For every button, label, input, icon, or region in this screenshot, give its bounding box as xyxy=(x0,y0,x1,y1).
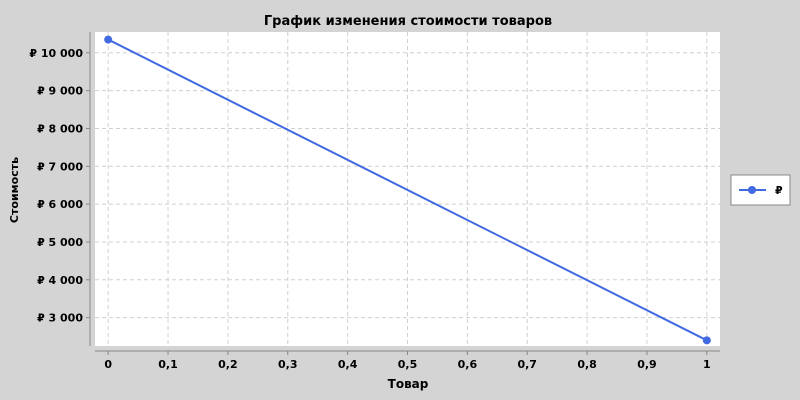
legend-swatch-marker xyxy=(748,186,756,194)
chart-title: График изменения стоимости товаров xyxy=(264,14,552,29)
grid xyxy=(95,32,720,346)
y-tick-label-5: ₽ 8 000 xyxy=(37,122,83,135)
tick-labels: 0 0,1 0,2 0,3 0,4 0,5 0,6 0,7 0,8 0,9 1 ₽ 3 000 ₽ 4 … xyxy=(29,47,710,371)
x-tick-label-3: 0,3 xyxy=(278,358,298,371)
series-line-0 xyxy=(107,38,708,342)
x-tick-label-5: 0,5 xyxy=(398,358,418,371)
y-tick-label-0: ₽ 3 000 xyxy=(37,312,83,325)
x-tick-label-2: 0,2 xyxy=(218,358,238,371)
y-tick-label-1: ₽ 4 000 xyxy=(37,274,83,287)
axes xyxy=(86,32,720,355)
y-tick-label-2: ₽ 5 000 xyxy=(37,236,83,249)
x-axis-label: Товар xyxy=(388,377,429,391)
data-point-0-0 xyxy=(104,35,113,44)
data-point-0-1 xyxy=(702,336,711,345)
x-tick-label-10: 1 xyxy=(703,358,711,371)
x-tick-label-6: 0,6 xyxy=(458,358,478,371)
x-tick-label-7: 0,7 xyxy=(517,358,537,371)
x-tick-label-9: 0,9 xyxy=(637,358,657,371)
y-axis-label: Стоимость xyxy=(8,157,21,223)
y-tick-label-7: ₽ 10 000 xyxy=(29,47,83,60)
legend: ₽ xyxy=(730,174,791,206)
y-tick-label-3: ₽ 6 000 xyxy=(37,198,83,211)
legend-series-label: ₽ xyxy=(775,184,783,197)
series-layer xyxy=(104,35,711,345)
x-tick-label-4: 0,4 xyxy=(338,358,358,371)
y-tick-label-4: ₽ 7 000 xyxy=(37,160,83,173)
x-tick-label-8: 0,8 xyxy=(577,358,597,371)
x-tick-label-0: 0 xyxy=(104,358,112,371)
x-tick-label-1: 0,1 xyxy=(158,358,178,371)
y-tick-label-6: ₽ 9 000 xyxy=(37,85,83,98)
